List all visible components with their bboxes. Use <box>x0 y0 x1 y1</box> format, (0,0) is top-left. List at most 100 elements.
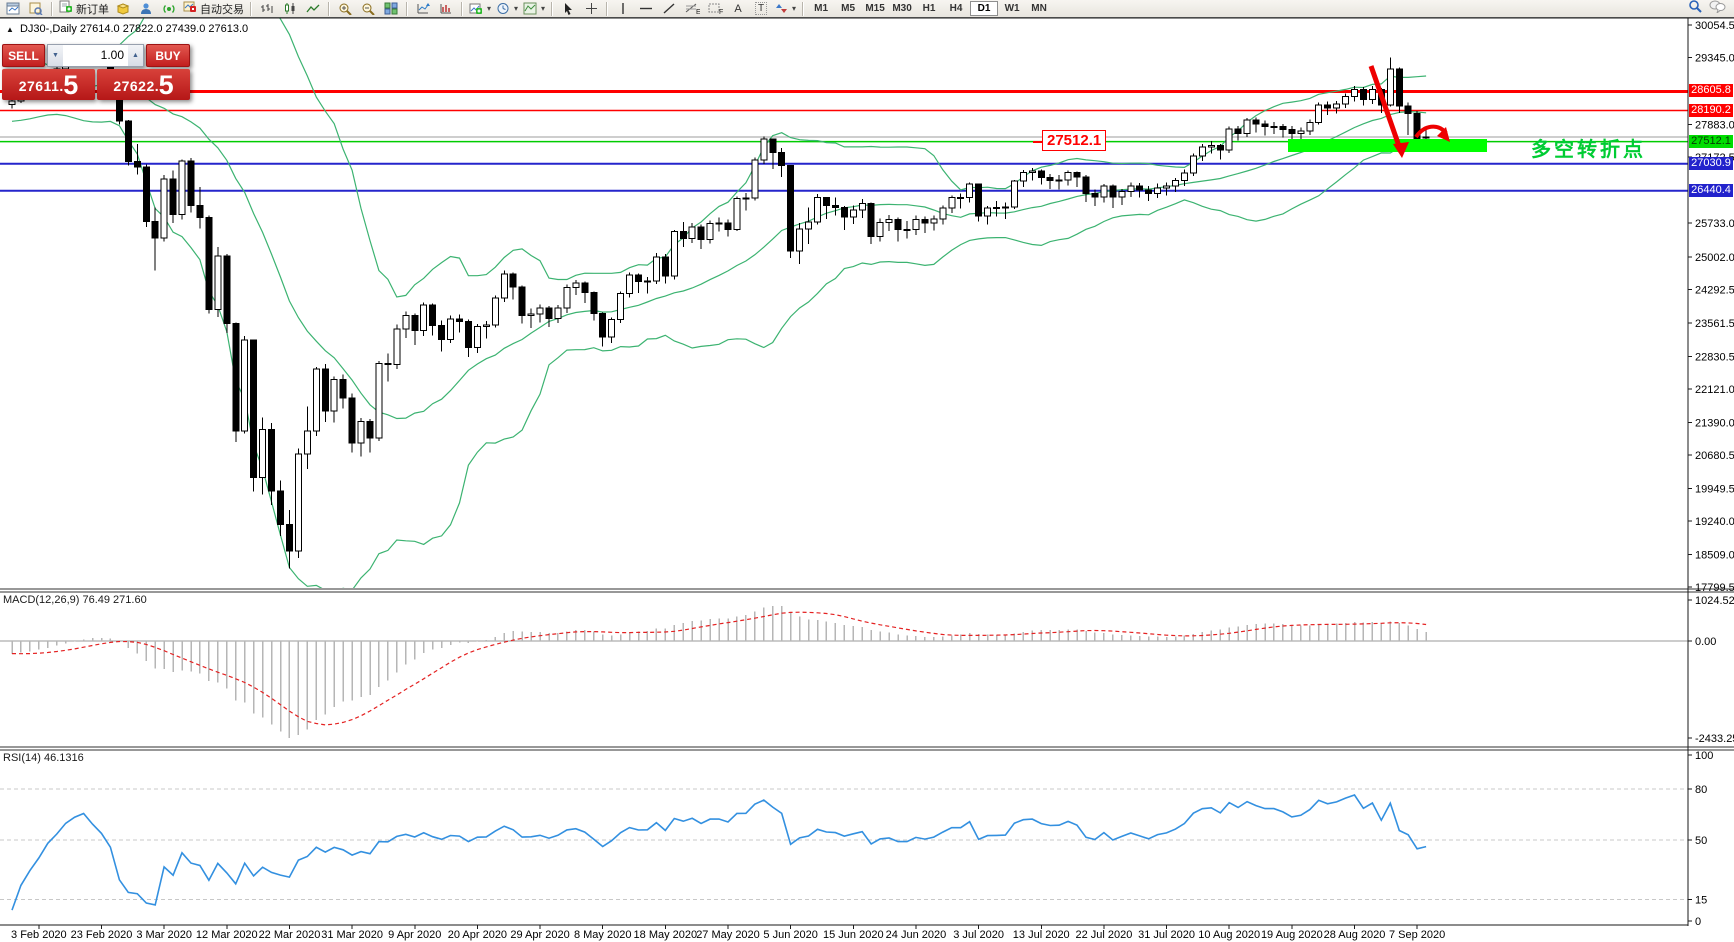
price-line-tag: 28605.8 <box>1689 84 1733 98</box>
tf-button-mn[interactable]: MN <box>1031 3 1047 14</box>
tf-button-m30[interactable]: M30 <box>892 3 912 14</box>
down-trend-arrowhead <box>1393 142 1409 158</box>
chat-icon[interactable] <box>1709 0 1726 18</box>
date-tick-label: 13 Jul 2020 <box>1013 929 1070 941</box>
rsi-line <box>11 794 1427 911</box>
metaeditor-icon[interactable] <box>112 1 134 17</box>
tf-button-d1[interactable]: D1 <box>970 1 999 16</box>
price-tick-label: 30054.5 <box>1695 20 1734 32</box>
crosshair-tool-icon[interactable] <box>580 1 602 17</box>
chart-canvas[interactable]: 30054.529345.027883.027172.525733.025002… <box>0 18 1734 942</box>
volume-increase-button[interactable]: ▲ <box>128 45 143 66</box>
chart-title: ▲ DJ30-,Daily 27614.0 27822.0 27439.0 27… <box>6 23 248 35</box>
volume-field[interactable]: 1.00 <box>100 48 124 62</box>
add-indicator-button[interactable]: ▾ <box>467 1 493 17</box>
line-chart-icon[interactable] <box>302 1 324 17</box>
timeframes-clock-button[interactable]: ▾ <box>494 1 520 17</box>
candles-layer <box>8 47 1430 569</box>
macd-tick-label: 1024.52 <box>1695 595 1734 607</box>
cursor-tool-icon[interactable] <box>557 1 579 17</box>
text-label-tool-icon[interactable]: T <box>750 1 772 17</box>
buy-button[interactable]: BUY <box>146 44 190 67</box>
trendline-tool-icon[interactable] <box>658 1 680 17</box>
mql5-community-icon[interactable] <box>135 1 157 17</box>
price-tick-label: 24292.5 <box>1695 284 1734 296</box>
fibonacci-tool-icon[interactable]: E <box>681 1 703 17</box>
price-tick-label: 23561.5 <box>1695 318 1734 330</box>
date-tick-label: 7 Sep 2020 <box>1389 929 1445 941</box>
chart-symbol-period: DJ30-,Daily <box>19 23 77 35</box>
tf-button-m1[interactable]: M1 <box>814 3 829 14</box>
date-tick-label: 15 Jun 2020 <box>823 929 884 941</box>
text-tool-icon[interactable]: A <box>727 1 749 17</box>
sell-price-display[interactable]: 27611. 5 <box>2 69 95 100</box>
zoom-in-icon[interactable] <box>334 1 356 17</box>
volume-decrease-button[interactable]: ▼ <box>48 45 63 66</box>
highlight-rectangle[interactable] <box>1288 139 1487 152</box>
tile-windows-icon[interactable] <box>380 1 402 17</box>
macd-histogram <box>11 605 1427 739</box>
rsi-tick-label: 80 <box>1695 784 1707 796</box>
new-order-button[interactable]: 新订单 <box>57 0 111 17</box>
toolbar-separator <box>406 1 408 16</box>
price-tick-label: 19240.0 <box>1695 516 1734 528</box>
svg-text:E: E <box>696 9 700 15</box>
zoom-out-icon[interactable] <box>357 1 379 17</box>
tf-button-h1[interactable]: H1 <box>922 3 936 14</box>
tf-button-m15[interactable]: M15 <box>865 3 885 14</box>
date-tick-label: 3 Mar 2020 <box>136 929 192 941</box>
search-icon[interactable] <box>1688 0 1703 18</box>
buy-price-pip: 5 <box>158 70 174 100</box>
toolbar-separator <box>461 1 463 16</box>
dropdown-arrow-icon: ▾ <box>514 4 519 13</box>
chart-window-icon[interactable] <box>2 1 24 17</box>
rsi-indicator-label: RSI(14) 46.1316 <box>3 752 84 764</box>
arrows-tool-button[interactable]: ▾ <box>773 1 798 17</box>
toolbar-separator <box>328 1 330 16</box>
chart-template-button[interactable]: ▾ <box>521 1 547 17</box>
arrange-charts-icon[interactable] <box>412 1 434 17</box>
vertical-line-tool-icon[interactable] <box>612 1 634 17</box>
date-tick-label: 31 Jul 2020 <box>1138 929 1195 941</box>
macd-tick-label: -2433.25 <box>1695 733 1734 745</box>
bar-chart-icon[interactable] <box>256 1 278 17</box>
chart-frame <box>0 18 1734 929</box>
date-tick-label: 3 Feb 2020 <box>11 929 67 941</box>
date-tick-label: 10 Aug 2020 <box>1198 929 1260 941</box>
date-tick-label: 22 Jul 2020 <box>1075 929 1132 941</box>
sell-button[interactable]: SELL <box>2 44 45 67</box>
price-line-tag: 28190.2 <box>1689 103 1733 117</box>
horizontal-line-tool-icon[interactable] <box>635 1 657 17</box>
main-pane <box>0 18 1688 588</box>
price-tick-label: 20680.5 <box>1695 450 1734 462</box>
rsi-tick-label: 50 <box>1695 835 1707 847</box>
turning-point-label[interactable]: 多空转折点 <box>1531 139 1646 161</box>
price-tick-label: 21390.0 <box>1695 417 1734 429</box>
toolbar-separator <box>551 1 554 16</box>
buy-price-display[interactable]: 27622. 5 <box>97 69 190 100</box>
collapse-triangle-icon[interactable]: ▲ <box>6 25 14 34</box>
rsi-tick-label: 100 <box>1695 750 1713 762</box>
one-click-trading-panel: SELL ▼ 1.00 ▲ BUY 27611. 5 27622. 5 <box>2 44 190 100</box>
profiles-icon[interactable] <box>25 1 47 17</box>
price-tick-label: 19949.5 <box>1695 484 1734 496</box>
channel-tool-icon[interactable]: F <box>704 1 726 17</box>
date-tick-label: 20 Apr 2020 <box>448 929 507 941</box>
down-trend-arrow[interactable] <box>1368 65 1402 147</box>
tf-button-m5[interactable]: M5 <box>841 3 856 14</box>
candlestick-chart-icon[interactable] <box>279 1 301 17</box>
buy-price-dot: . <box>154 78 159 94</box>
price-callout-label[interactable]: 27512.1 <box>1032 130 1107 151</box>
auto-trading-button[interactable]: 自动交易 <box>181 1 246 17</box>
auto-trading-label: 自动交易 <box>200 3 244 16</box>
signals-icon[interactable] <box>158 1 180 17</box>
toolbar-separator <box>250 1 252 16</box>
indicator-window-icon[interactable] <box>435 1 457 17</box>
tf-button-w1[interactable]: W1 <box>1004 3 1020 14</box>
chart-ohlc-values: 27614.0 27822.0 27439.0 27613.0 <box>79 23 249 35</box>
tf-button-h4[interactable]: H4 <box>949 3 963 14</box>
price-tick-label: 29345.0 <box>1695 53 1734 65</box>
date-tick-label: 19 Aug 2020 <box>1261 929 1323 941</box>
toolbar-separator <box>606 1 609 16</box>
